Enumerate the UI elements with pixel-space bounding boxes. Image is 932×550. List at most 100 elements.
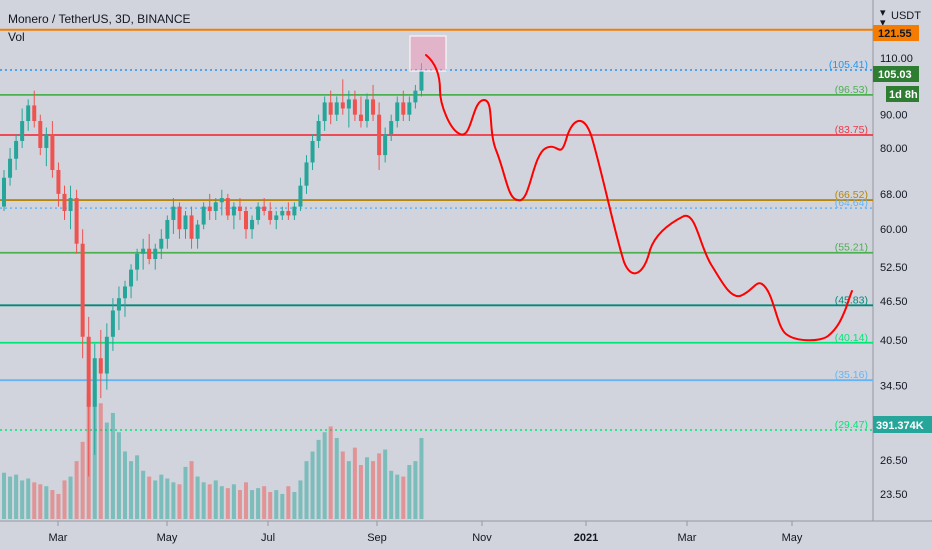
candle-body <box>340 102 345 109</box>
candle-body <box>365 99 369 122</box>
x-tick-label: Nov <box>472 532 492 544</box>
candle-body <box>153 248 158 259</box>
x-tick-label: Mar <box>678 532 697 544</box>
volume-bar <box>38 484 43 519</box>
candle-body <box>14 140 19 159</box>
candle-body <box>20 121 25 141</box>
candle-body <box>225 198 230 216</box>
y-axis-ticks: 23.50 26.50 34.50 40.50 46.50 52.50 60.00 68.00… <box>880 53 913 501</box>
price-tag-current-text: 105.03 <box>878 69 912 81</box>
candle-body <box>262 206 267 211</box>
volume-bar <box>62 480 67 519</box>
volume-bar <box>159 474 164 519</box>
level-label: (55.21) <box>835 242 868 254</box>
x-tick-label: May <box>782 532 803 544</box>
candle-body <box>98 358 103 374</box>
projection-path[interactable] <box>425 54 853 342</box>
volume-bar <box>219 486 224 519</box>
volume-indicator-label: Vol <box>8 30 25 44</box>
candle-body <box>135 253 140 270</box>
volume-bar <box>153 480 158 519</box>
candle-body <box>189 215 194 239</box>
y-tick-label: 23.50 <box>880 489 908 501</box>
chart-title: Monero / TetherUS, 3D, BINANCE <box>8 12 191 26</box>
volume-bar <box>123 451 127 519</box>
volume-bar <box>165 478 170 519</box>
x-tick-label: Mar <box>49 532 68 544</box>
candle-body <box>256 206 261 220</box>
level-label: (35.16) <box>835 369 868 381</box>
candle-body <box>26 105 31 122</box>
candle-body <box>183 215 188 230</box>
x-tick-label: Jul <box>261 532 275 544</box>
volume-bar <box>256 488 261 519</box>
candle-body <box>38 121 43 148</box>
candle-body <box>177 206 182 230</box>
volume-bar <box>2 472 6 519</box>
candle-body <box>358 114 363 122</box>
volume-bar <box>177 484 182 519</box>
axis-currency-label: USDT <box>891 10 921 22</box>
candle-body <box>244 210 248 230</box>
candle-body <box>195 224 200 239</box>
candle-body <box>141 248 146 254</box>
volume-bar <box>280 493 285 519</box>
y-tick-label: 68.00 <box>880 189 908 201</box>
price-tag-current: 105.03 <box>873 66 919 82</box>
volume-bar <box>129 461 134 519</box>
y-tick-label: 34.50 <box>880 381 908 393</box>
candle-body <box>328 102 333 115</box>
candle-body <box>62 193 67 211</box>
candle-body <box>104 336 109 374</box>
candle-body <box>389 121 394 135</box>
y-tick-label: 40.50 <box>880 335 908 347</box>
y-tick-label: 90.00 <box>880 110 908 122</box>
volume-bar <box>74 461 79 519</box>
volume-bar <box>274 490 279 519</box>
candle-body <box>298 185 303 207</box>
level-label: (83.75) <box>835 124 868 136</box>
volume-bar <box>32 482 37 519</box>
candle-body <box>322 102 327 122</box>
highlight-box[interactable] <box>409 35 447 72</box>
level-label: (45.83) <box>835 294 868 306</box>
candle-body <box>50 134 55 170</box>
volume-bar <box>116 432 121 519</box>
volume-bar <box>14 474 19 519</box>
candle-body <box>110 310 115 337</box>
candle-body <box>207 206 212 211</box>
candle-body <box>86 336 91 407</box>
volume-bar <box>56 493 61 519</box>
price-tag-top-text: 121.55 <box>878 28 912 40</box>
volume-tag-text: 391.374K <box>876 420 924 432</box>
level-lines[interactable]: (105.41) (96.53) (83.75) (66.52)(64.64) (55.… <box>0 28 873 431</box>
candle-body <box>219 198 224 203</box>
candle-body <box>44 134 49 148</box>
candle-body <box>56 169 61 194</box>
volume-bar <box>310 451 315 519</box>
y-tick-label: 46.50 <box>880 296 908 308</box>
volume-bar <box>377 453 382 519</box>
x-axis-ticks: Mar May Jul Sep Nov 2021 Mar May <box>49 521 803 544</box>
volume-bar <box>346 461 351 519</box>
volume-bar <box>316 439 321 519</box>
volume-bar <box>389 470 394 519</box>
chevron-down-icon: ▾ <box>880 7 886 19</box>
volume-bar <box>231 484 236 519</box>
y-tick-label: 26.50 <box>880 455 908 467</box>
candle-body <box>231 206 236 216</box>
level-label: (40.14) <box>835 332 868 344</box>
candle-body <box>346 99 351 109</box>
candle-body <box>371 99 376 115</box>
candle-body <box>165 219 170 239</box>
candle-body <box>352 99 357 115</box>
volume-bar <box>135 455 140 519</box>
volume-bar <box>352 447 357 519</box>
level-label: (105.41) <box>829 59 868 71</box>
volume-bar <box>407 465 412 519</box>
volume-bar <box>141 470 146 519</box>
candle-body <box>92 358 97 407</box>
candle-body <box>74 198 79 244</box>
